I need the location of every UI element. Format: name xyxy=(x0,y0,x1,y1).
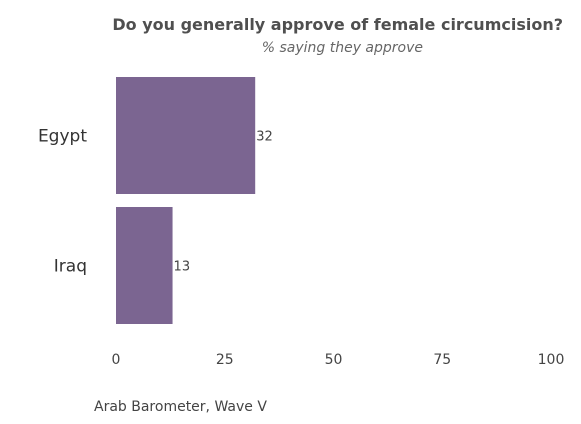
x-tick-label: 0 xyxy=(112,352,121,368)
x-tick-label: 75 xyxy=(433,352,451,368)
x-tick-label: 100 xyxy=(538,352,565,368)
data-label-egypt: 32 xyxy=(256,130,273,145)
data-label-iraq: 13 xyxy=(174,260,191,275)
chart-title: Do you generally approve of female circu… xyxy=(112,15,563,34)
category-label-iraq: Iraq xyxy=(54,257,87,277)
category-label-egypt: Egypt xyxy=(38,127,87,147)
x-tick-label: 50 xyxy=(325,352,343,368)
chart-subtitle: % saying they approve xyxy=(261,40,423,56)
source-note: Arab Barometer, Wave V xyxy=(94,399,267,415)
x-tick-label: 25 xyxy=(216,352,234,368)
bar-egypt xyxy=(116,77,256,194)
bar-iraq xyxy=(116,207,173,324)
